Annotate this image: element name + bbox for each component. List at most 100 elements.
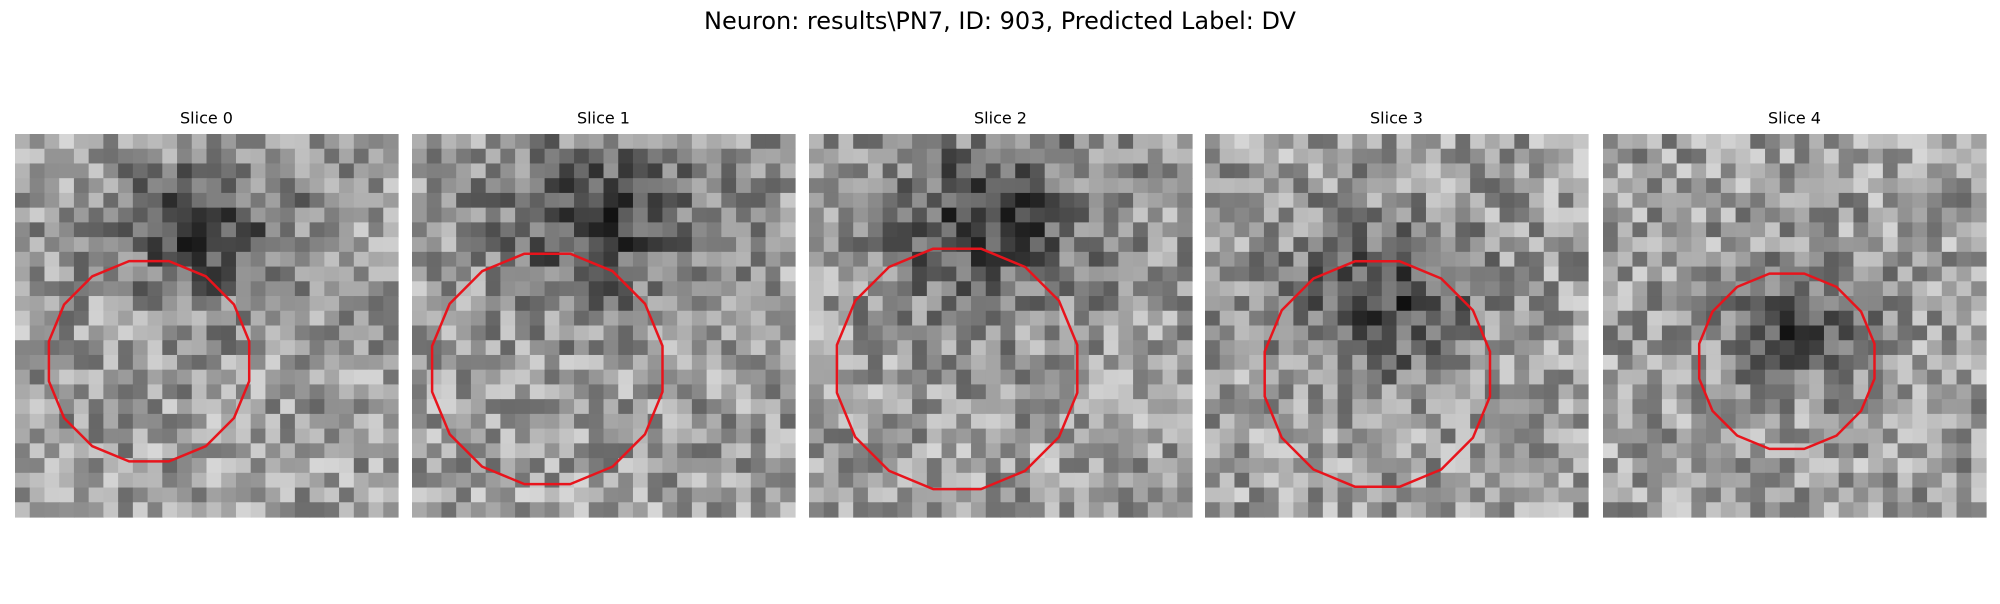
pixel [426, 178, 443, 194]
pixel [1411, 251, 1427, 268]
pixel [912, 413, 928, 430]
pixel [1234, 237, 1250, 253]
pixel [235, 458, 252, 474]
pixel [470, 163, 487, 179]
pixel [1499, 148, 1515, 165]
pixel [1927, 502, 1943, 518]
pixel [1000, 399, 1016, 415]
pixel [809, 251, 825, 268]
pixel [500, 399, 516, 415]
pixel [838, 428, 854, 444]
pixel [265, 222, 281, 238]
pixel [1088, 296, 1105, 312]
pixel [1000, 148, 1016, 165]
pixel [1133, 237, 1149, 253]
pixel [500, 487, 516, 503]
pixel [1897, 310, 1913, 327]
pixel [1897, 163, 1913, 179]
pixel [383, 281, 399, 297]
pixel [1103, 134, 1119, 150]
pixel [309, 192, 325, 209]
pixel [485, 296, 501, 312]
pixel [1603, 251, 1619, 268]
pixel [1794, 443, 1810, 459]
pixel [250, 399, 267, 415]
pixel [1029, 502, 1046, 518]
pixel [1118, 222, 1134, 238]
pixel [221, 251, 237, 268]
pixel [88, 148, 104, 165]
pixel [809, 413, 825, 430]
pixel [1059, 487, 1075, 503]
pixel [221, 458, 237, 474]
pixel [603, 251, 619, 268]
pixel [162, 354, 178, 371]
pixel [1337, 487, 1353, 503]
pixel [1823, 148, 1840, 165]
pixel [971, 487, 987, 503]
pixel [1838, 502, 1855, 518]
pixel [1044, 310, 1061, 327]
pixel [1205, 281, 1221, 297]
pixel [588, 502, 605, 518]
pixel [1868, 472, 1884, 489]
pixel [956, 487, 972, 503]
pixel [662, 502, 678, 518]
pixel [1249, 310, 1265, 327]
pixel [1617, 325, 1634, 341]
pixel [1352, 458, 1368, 474]
pixel [1396, 266, 1412, 282]
pixel [1868, 369, 1884, 386]
pixel [1971, 281, 1987, 297]
pixel [294, 502, 311, 518]
pixel [1147, 399, 1164, 415]
pixel [926, 502, 943, 518]
pixel [1823, 413, 1840, 430]
pixel [1103, 340, 1119, 356]
pixel [383, 340, 399, 356]
pixel [736, 148, 752, 165]
pixel [44, 134, 60, 150]
pixel [1853, 222, 1869, 238]
pixel [1205, 487, 1221, 503]
pixel [706, 237, 722, 253]
pixel [1543, 428, 1560, 444]
pixel [235, 251, 252, 268]
pixel [632, 222, 649, 238]
pixel [1676, 443, 1692, 459]
pixel [559, 281, 575, 297]
pixel [1661, 325, 1678, 341]
pixel [632, 458, 649, 474]
pixel [1352, 325, 1368, 341]
pixel [1278, 266, 1294, 282]
pixel [1367, 266, 1383, 282]
pixel [1133, 266, 1149, 282]
pixel [1162, 369, 1178, 386]
pixel [1470, 340, 1486, 356]
pixel [470, 354, 487, 371]
pixel [1750, 134, 1766, 150]
pixel [985, 399, 1002, 415]
pixel [1219, 413, 1236, 430]
pixel [1322, 487, 1339, 503]
pixel [1706, 487, 1722, 503]
pixel [1838, 266, 1855, 282]
pixel [59, 178, 75, 194]
pixel [1205, 207, 1221, 223]
pixel [1425, 487, 1442, 503]
pixel [1440, 472, 1457, 489]
pixel [1897, 428, 1913, 444]
pixel [485, 207, 501, 223]
pixel [1956, 384, 1972, 400]
pixel [162, 178, 178, 194]
pixel [132, 251, 149, 268]
pixel [1278, 310, 1294, 327]
pixel [1676, 207, 1692, 223]
pixel [897, 237, 913, 253]
pixel [1440, 237, 1457, 253]
pixel [206, 340, 222, 356]
pixel [1162, 222, 1178, 238]
pixel [1044, 399, 1061, 415]
pixel [147, 325, 163, 341]
pixel [1882, 207, 1899, 223]
